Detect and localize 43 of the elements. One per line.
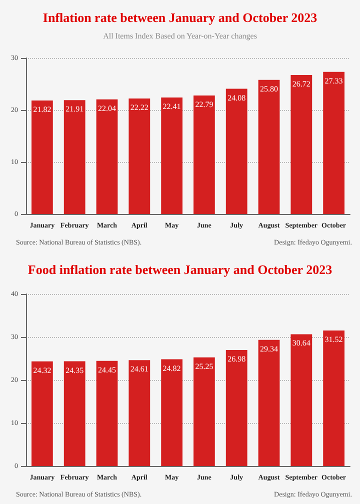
bar bbox=[290, 75, 312, 214]
bar bbox=[161, 97, 182, 214]
bar bbox=[96, 360, 118, 466]
data-label: 26.72 bbox=[292, 80, 310, 89]
data-label: 24.45 bbox=[98, 365, 116, 374]
data-label: 22.22 bbox=[130, 102, 148, 112]
bar bbox=[226, 350, 248, 466]
bar bbox=[194, 357, 215, 466]
data-label: 21.82 bbox=[33, 105, 52, 114]
data-label: 30.64 bbox=[292, 338, 310, 348]
bar bbox=[194, 95, 215, 214]
data-label: 22.41 bbox=[162, 102, 181, 111]
data-label: 25.80 bbox=[260, 84, 278, 94]
bar bbox=[258, 340, 280, 466]
data-label: 29.34 bbox=[260, 344, 278, 354]
data-label: 27.33 bbox=[324, 76, 343, 86]
bar bbox=[32, 361, 53, 466]
data-label: 24.61 bbox=[130, 364, 148, 374]
bar bbox=[323, 330, 344, 466]
data-label: 31.52 bbox=[324, 334, 343, 344]
data-label: 24.82 bbox=[162, 364, 181, 373]
data-label: 24.08 bbox=[228, 93, 246, 102]
bar bbox=[226, 88, 248, 214]
chart-subtitle: All Items Index Based on Year-on-Year changes bbox=[103, 32, 257, 40]
data-label: 24.35 bbox=[66, 366, 84, 375]
bar bbox=[290, 334, 312, 466]
chart-title: Food inflation rate between January and October 2023 bbox=[28, 262, 333, 277]
data-label: 21.91 bbox=[66, 104, 84, 114]
data-label: 24.32 bbox=[33, 366, 52, 375]
bar bbox=[161, 359, 182, 466]
data-label: 25.25 bbox=[195, 362, 214, 371]
data-label: 26.98 bbox=[228, 354, 246, 364]
bar bbox=[128, 360, 150, 466]
bar bbox=[128, 98, 150, 214]
bar bbox=[64, 100, 86, 214]
bar bbox=[258, 80, 280, 214]
bar bbox=[96, 99, 118, 214]
bar bbox=[32, 100, 53, 214]
bar bbox=[323, 72, 344, 214]
data-label: 22.04 bbox=[98, 104, 116, 113]
bar bbox=[64, 361, 86, 466]
data-label: 22.79 bbox=[195, 100, 214, 109]
chart-title: Inflation rate between January and October 2023 bbox=[42, 10, 318, 25]
